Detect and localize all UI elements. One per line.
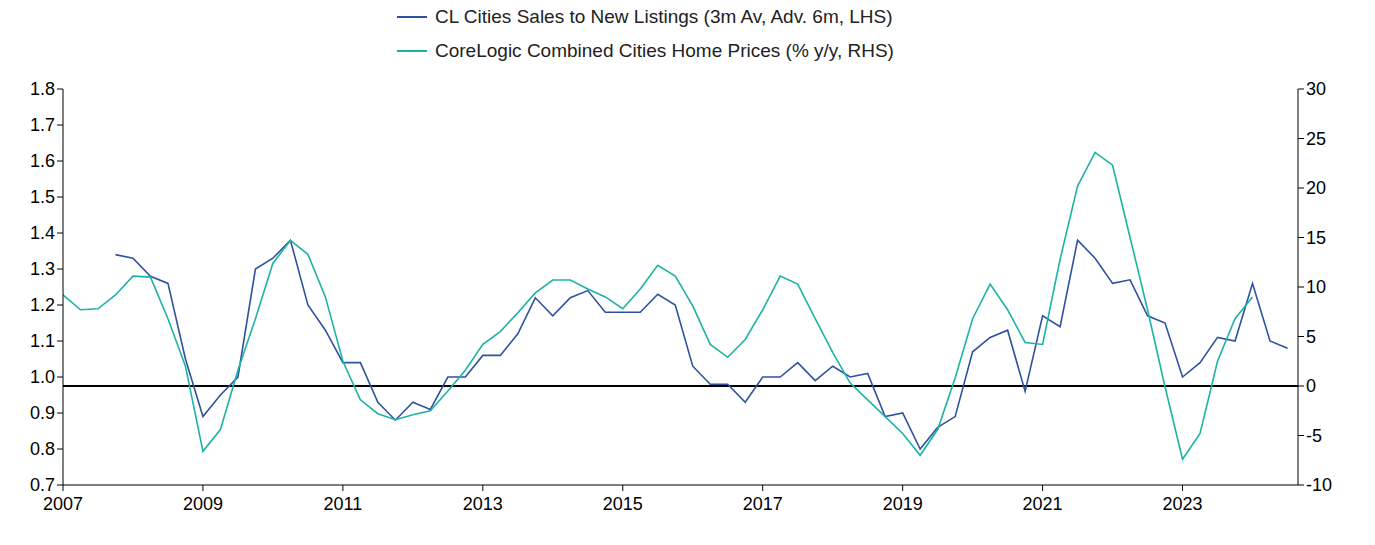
- html-text:CL Cities Sales to New Listing: CL Cities Sales to New Listings (3m Av, …: [435, 6, 893, 27]
- svg-text:-5: -5: [1306, 426, 1322, 446]
- svg-text:0.8: 0.8: [30, 439, 55, 459]
- svg-text:20: 20: [1306, 178, 1326, 198]
- svg-text:0: 0: [1306, 376, 1316, 396]
- svg-text:2013: 2013: [463, 494, 503, 514]
- svg-text:2019: 2019: [883, 494, 923, 514]
- svg-text:2023: 2023: [1163, 494, 1203, 514]
- svg-text:2009: 2009: [183, 494, 223, 514]
- svg-text:1.3: 1.3: [30, 259, 55, 279]
- svg-text:2007: 2007: [43, 494, 83, 514]
- svg-text:1.5: 1.5: [30, 187, 55, 207]
- svg-text:2011: 2011: [324, 494, 363, 514]
- svg-text:30: 30: [1306, 79, 1326, 99]
- svg-text:0.9: 0.9: [30, 403, 55, 423]
- svg-text:1.6: 1.6: [30, 151, 55, 171]
- html-text:CoreLogic Combined Cities Home: CoreLogic Combined Cities Home Prices (%…: [435, 40, 894, 61]
- svg-text:1.2: 1.2: [30, 295, 55, 315]
- svg-text:1.0: 1.0: [30, 367, 55, 387]
- svg-text:1.1: 1.1: [30, 331, 55, 351]
- svg-text:15: 15: [1306, 228, 1326, 248]
- svg-text:1.8: 1.8: [30, 79, 55, 99]
- svg-text:10: 10: [1306, 277, 1326, 297]
- svg-text:2017: 2017: [743, 494, 783, 514]
- svg-text:25: 25: [1306, 129, 1326, 149]
- svg-text:2015: 2015: [603, 494, 643, 514]
- svg-text:1.7: 1.7: [30, 115, 55, 135]
- svg-text:0.7: 0.7: [30, 475, 55, 495]
- svg-text:5: 5: [1306, 327, 1316, 347]
- svg-text:1.4: 1.4: [30, 223, 55, 243]
- svg-text:-10: -10: [1306, 475, 1332, 495]
- svg-text:2021: 2021: [1023, 494, 1063, 514]
